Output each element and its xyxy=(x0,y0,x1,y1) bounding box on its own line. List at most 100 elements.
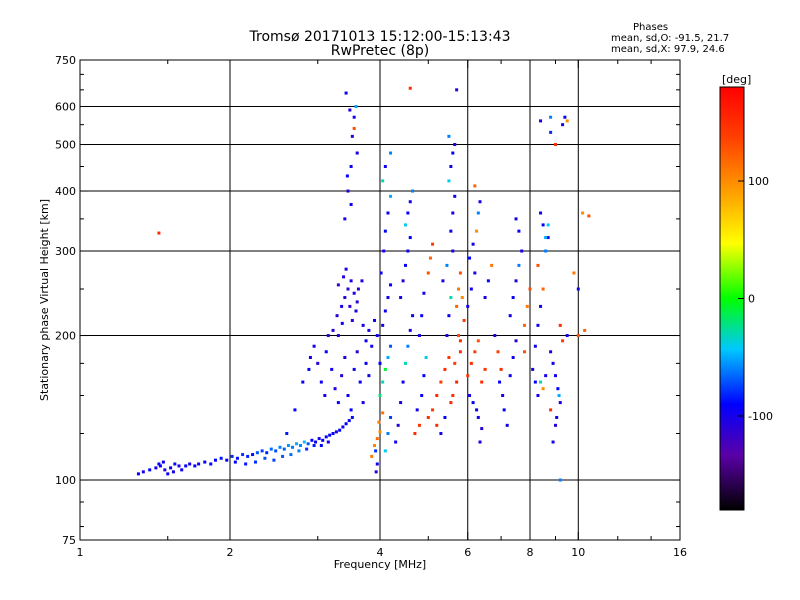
data-point xyxy=(281,454,285,458)
data-point xyxy=(323,394,327,398)
data-point xyxy=(378,430,382,434)
data-point xyxy=(302,440,306,444)
data-point xyxy=(289,453,293,457)
data-point xyxy=(382,249,386,253)
data-point xyxy=(381,323,385,327)
y-tick-label: 400 xyxy=(55,185,76,198)
data-point xyxy=(344,422,348,426)
data-point xyxy=(420,394,424,398)
data-point xyxy=(308,355,312,359)
data-point xyxy=(587,214,591,218)
data-point xyxy=(346,189,350,193)
data-point xyxy=(468,256,472,260)
data-point xyxy=(336,334,340,338)
data-point xyxy=(558,401,562,405)
data-point xyxy=(169,466,173,470)
data-point xyxy=(453,143,457,147)
data-point xyxy=(486,279,490,283)
data-point xyxy=(383,449,387,453)
data-point xyxy=(406,211,410,215)
data-point xyxy=(457,334,461,338)
data-point xyxy=(378,394,382,398)
x-tick-label: 1 xyxy=(77,546,84,559)
data-point xyxy=(386,432,390,436)
data-point xyxy=(447,179,451,183)
data-point xyxy=(340,304,344,308)
data-point xyxy=(406,249,410,253)
data-point xyxy=(449,296,453,300)
data-point xyxy=(496,350,500,354)
data-point xyxy=(462,318,466,322)
data-point xyxy=(319,380,323,384)
data-point xyxy=(375,437,379,441)
data-point xyxy=(478,200,482,204)
data-point xyxy=(389,194,393,198)
data-point xyxy=(291,445,295,449)
data-point xyxy=(367,374,371,378)
data-point xyxy=(583,328,587,332)
x-tick-label: 8 xyxy=(527,546,534,559)
data-point xyxy=(269,447,273,451)
data-point xyxy=(334,430,338,434)
data-point xyxy=(443,367,447,371)
data-point xyxy=(475,408,479,412)
data-point xyxy=(458,350,462,354)
data-point xyxy=(565,334,569,338)
data-point xyxy=(468,394,472,398)
data-point xyxy=(197,462,201,466)
data-point xyxy=(466,374,470,378)
data-point xyxy=(343,217,347,221)
data-point xyxy=(286,444,290,448)
data-point xyxy=(225,458,229,462)
data-point xyxy=(439,380,443,384)
data-point xyxy=(502,408,506,412)
data-point xyxy=(514,339,518,343)
data-point xyxy=(561,339,565,343)
data-point xyxy=(383,164,387,168)
data-point xyxy=(561,123,565,127)
data-point xyxy=(282,447,286,451)
data-point xyxy=(553,374,557,378)
data-point xyxy=(188,462,192,466)
data-point xyxy=(422,291,426,295)
data-point xyxy=(389,151,393,155)
data-point xyxy=(408,200,412,204)
data-point xyxy=(520,249,524,253)
y-tick-label: 750 xyxy=(55,54,76,67)
data-point xyxy=(230,454,234,458)
data-point xyxy=(349,202,353,206)
data-point xyxy=(447,355,451,359)
data-point xyxy=(244,462,248,466)
data-point xyxy=(375,462,379,466)
data-point xyxy=(326,440,330,444)
data-point xyxy=(314,440,318,444)
data-point xyxy=(312,444,316,448)
data-point xyxy=(136,472,140,476)
data-point xyxy=(476,339,480,343)
data-point xyxy=(336,283,340,287)
data-point xyxy=(508,314,512,318)
data-point xyxy=(350,318,354,322)
data-point xyxy=(551,361,555,365)
data-point xyxy=(401,279,405,283)
data-point xyxy=(536,323,540,327)
data-point xyxy=(469,287,473,291)
data-point xyxy=(241,453,245,457)
data-point xyxy=(572,271,576,275)
data-point xyxy=(478,440,482,444)
data-point xyxy=(321,438,325,442)
data-point xyxy=(508,374,512,378)
data-point xyxy=(305,447,309,451)
data-point xyxy=(307,367,311,371)
data-point xyxy=(501,394,505,398)
data-point xyxy=(428,256,432,260)
data-point xyxy=(383,367,387,371)
data-point xyxy=(451,151,455,155)
data-point xyxy=(383,309,387,313)
data-point xyxy=(443,415,447,419)
data-point xyxy=(158,464,162,468)
x-tick-label: 6 xyxy=(464,546,471,559)
data-point xyxy=(424,355,428,359)
data-point xyxy=(171,470,175,474)
data-point xyxy=(173,462,177,466)
